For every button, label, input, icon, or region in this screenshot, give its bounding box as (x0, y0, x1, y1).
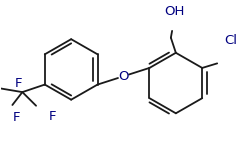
Text: F: F (15, 77, 23, 89)
Text: F: F (13, 111, 20, 124)
Text: O: O (118, 70, 129, 83)
Text: Cl: Cl (225, 34, 237, 47)
Text: F: F (49, 109, 56, 123)
Text: OH: OH (165, 5, 185, 18)
